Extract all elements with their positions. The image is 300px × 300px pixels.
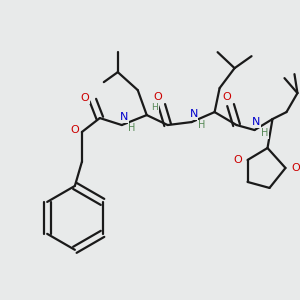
- Text: O: O: [222, 92, 231, 102]
- Text: H: H: [128, 123, 135, 133]
- Text: O: O: [291, 163, 300, 173]
- Text: O: O: [153, 92, 162, 102]
- Text: N: N: [120, 112, 128, 122]
- Text: H: H: [198, 120, 205, 130]
- Text: H: H: [261, 128, 268, 138]
- Text: N: N: [252, 117, 261, 127]
- Text: H: H: [151, 103, 158, 112]
- Text: O: O: [233, 155, 242, 165]
- Text: O: O: [80, 93, 89, 103]
- Text: N: N: [190, 109, 198, 119]
- Text: O: O: [70, 125, 79, 135]
